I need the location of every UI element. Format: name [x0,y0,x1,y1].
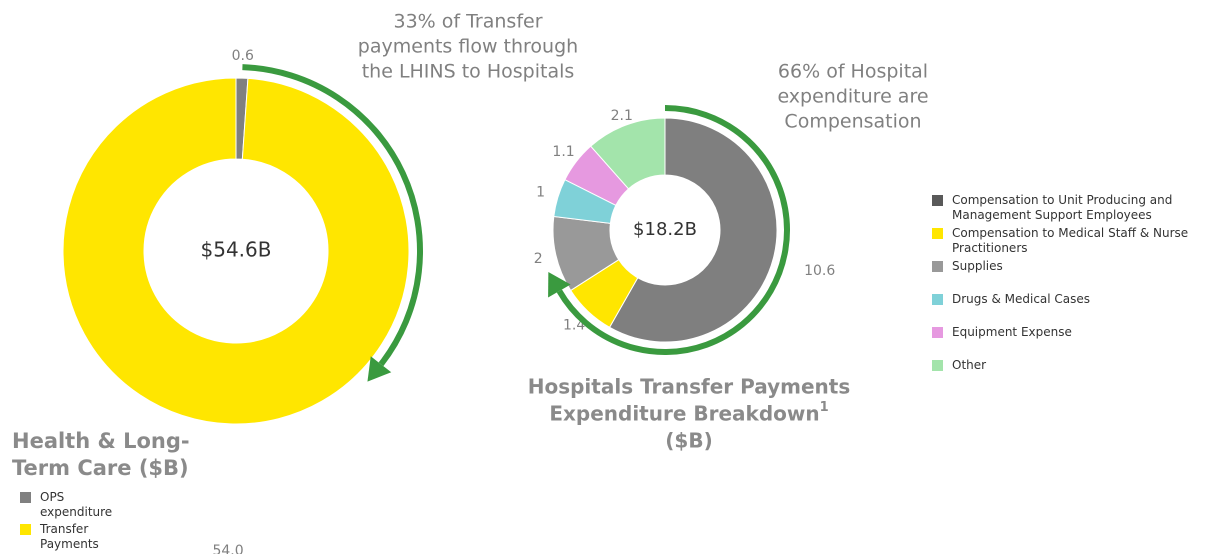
value-label: 10.6 [804,263,835,279]
legend-label: Other [952,358,987,372]
legend-swatch [932,261,943,272]
legend-swatch [20,524,31,535]
legend-label: Drugs & Medical Cases [952,292,1091,306]
donut-slice [608,117,778,343]
legend-item: Supplies [932,259,1202,274]
title-footnote: 1 [820,400,829,415]
arrow-arc [556,105,790,355]
value-label: 2.1 [611,108,633,124]
legend-item: Compensation to Medical Staff & Nurse Pr… [932,226,1202,256]
chart-title: Term Care ($B) [12,456,189,480]
legend-item: OPS expenditure [20,490,140,520]
legend-label: Equipment Expense [952,325,1072,339]
center-label: $18.2B [633,219,697,240]
value-label: 1.1 [552,144,574,160]
arrow-head [548,271,571,298]
annotation: 66% of Hospital [778,61,928,83]
value-label: 54.0 [212,543,243,554]
chart-title: ($B) [665,429,712,453]
annotation: expenditure are [777,86,928,108]
donut-slice [62,77,410,425]
value-label: 1 [536,184,545,200]
legend-swatch [932,228,943,239]
arrow-head [367,356,392,382]
legend-item: Other [932,358,1202,373]
legend-swatch [932,195,943,206]
legend-label: Supplies [952,259,1003,273]
value-label: 0.6 [232,48,254,64]
annotation: the LHINS to Hospitals [362,61,575,83]
center-label: $54.6B [201,238,272,262]
legend-item: Compensation to Unit Producing and Manag… [932,193,1202,223]
legend-swatch [20,492,31,503]
donut-slice [590,117,666,190]
arrow-arc [242,64,423,367]
annotation: 33% of Transfer [393,11,542,33]
legend-item: Equipment Expense [932,325,1202,340]
legend-swatch [932,294,943,305]
value-label: 2 [534,251,543,267]
chart-title: Health & Long- [12,429,190,453]
legend-label: Compensation to Medical Staff & Nurse Pr… [952,226,1189,255]
legend-item: Transfer Payments [20,522,140,552]
chart-title: Hospitals Transfer Payments [528,375,851,399]
legend-swatch [932,360,943,371]
legend-label: OPS expenditure [40,490,113,519]
legend-label: Transfer Payments [40,522,99,551]
chart-title: Expenditure Breakdown1 [549,400,828,426]
annotation: Compensation [784,111,921,133]
legend-item: Drugs & Medical Cases [932,292,1202,307]
annotation: payments flow through [358,36,578,58]
legend-swatch [932,327,943,338]
legend-label: Compensation to Unit Producing and Manag… [952,193,1173,222]
